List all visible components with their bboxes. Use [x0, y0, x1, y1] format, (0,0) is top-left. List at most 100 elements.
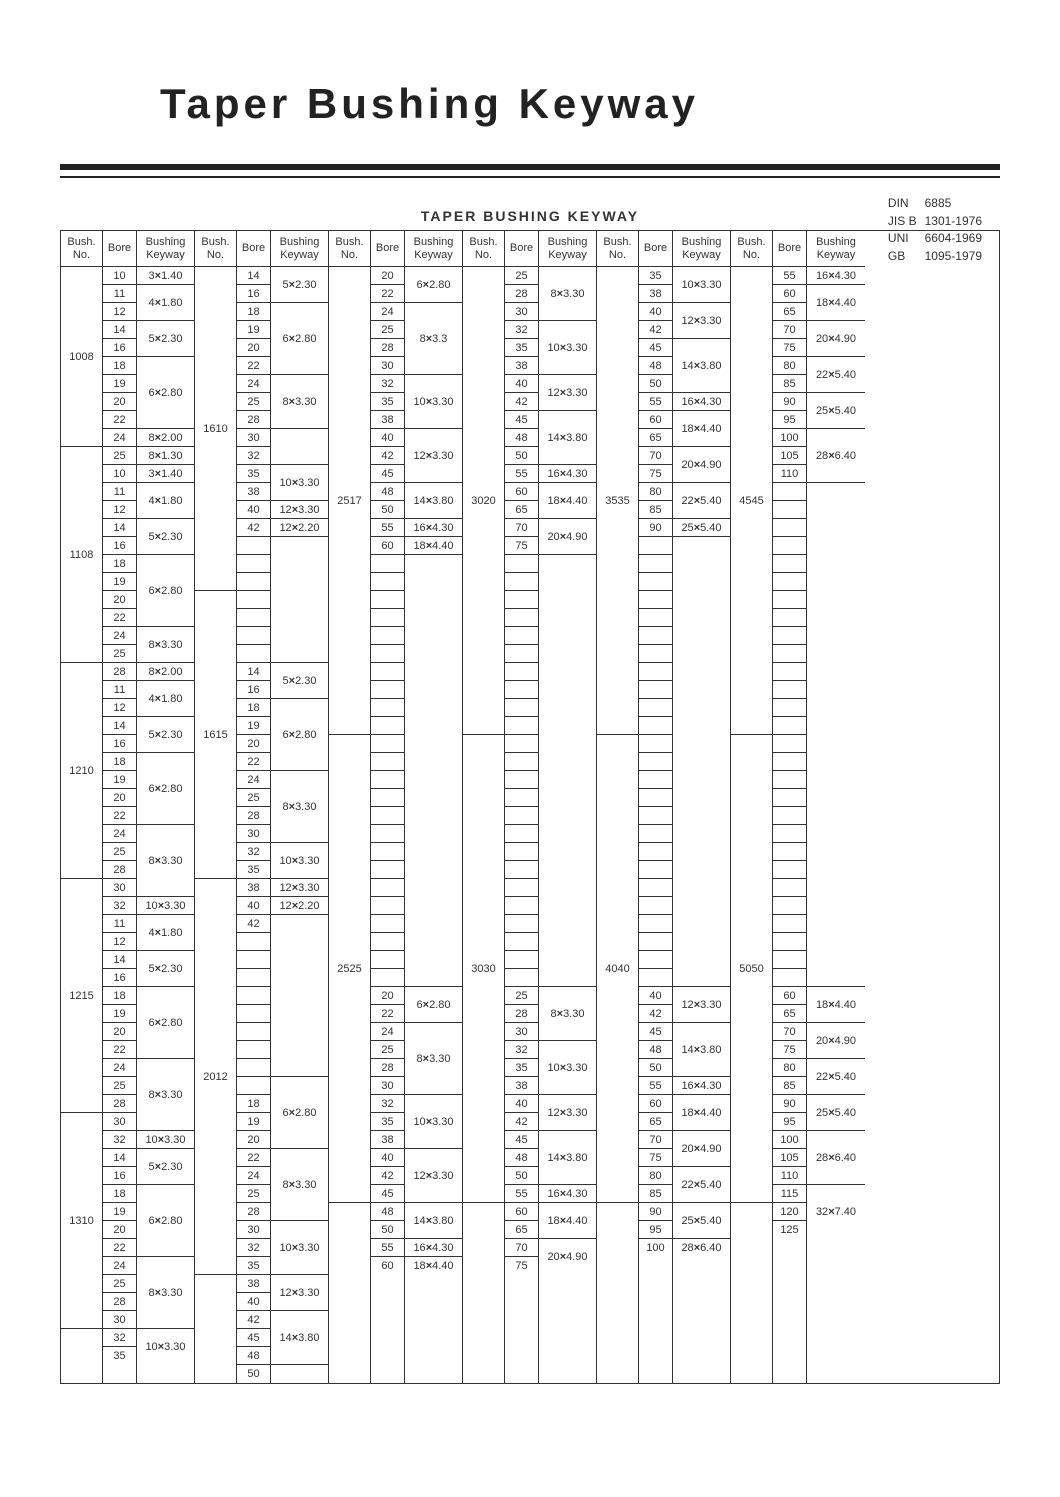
bore-value — [505, 663, 538, 681]
keyway-value: 3×1.40 — [137, 465, 194, 483]
bore-value — [237, 609, 270, 627]
std-name: JIS B — [888, 214, 923, 230]
keyway-value: 20×4.90 — [807, 1023, 865, 1059]
bore-value: 40 — [371, 1149, 404, 1167]
bore-value — [773, 969, 806, 987]
bore-value: 14 — [103, 951, 136, 969]
keyway-value: 20×4.90 — [807, 321, 865, 357]
bore-value — [773, 555, 806, 573]
header-bush: Bush.No. — [463, 231, 504, 267]
bore-value: 16 — [103, 735, 136, 753]
keyway-value: 10×3.30 — [271, 1221, 328, 1275]
keyway-value: 10×3.30 — [405, 1095, 462, 1149]
bore-value: 35 — [639, 267, 672, 285]
bore-value: 65 — [773, 303, 806, 321]
keyway-value: 18×4.40 — [673, 411, 730, 447]
bore-value: 25 — [103, 645, 136, 663]
bore-value: 60 — [371, 1257, 404, 1275]
bore-value: 24 — [237, 1167, 270, 1185]
bore-value: 48 — [371, 1203, 404, 1221]
bore-value: 32 — [103, 897, 136, 915]
std-num: 1301-1976 — [925, 214, 988, 230]
bore-value — [773, 573, 806, 591]
bore-value: 40 — [505, 375, 538, 393]
bush-no: 4040 — [597, 735, 638, 1203]
bore-value: 12 — [103, 933, 136, 951]
bore-value — [505, 915, 538, 933]
keyway-value: 16×4.30 — [673, 393, 730, 411]
std-num: 6885 — [925, 196, 988, 212]
bore-value — [773, 717, 806, 735]
bore-value — [639, 897, 672, 915]
bore-value: 40 — [237, 897, 270, 915]
bore-value — [505, 789, 538, 807]
keyway-value: 5×2.30 — [137, 951, 194, 987]
header-bore: Bore — [773, 231, 806, 267]
bore-value — [639, 969, 672, 987]
bore-value: 75 — [773, 1041, 806, 1059]
bore-value: 12 — [103, 501, 136, 519]
bore-value — [639, 807, 672, 825]
keyway-value: 14×3.80 — [539, 411, 596, 465]
bore-value — [773, 753, 806, 771]
bore-value: 24 — [237, 375, 270, 393]
bore-value: 42 — [237, 915, 270, 933]
keyway-value: 12×3.30 — [539, 375, 596, 411]
bore-value — [639, 789, 672, 807]
bore-value: 70 — [773, 1023, 806, 1041]
bore-value: 22 — [237, 753, 270, 771]
bore-value: 42 — [639, 321, 672, 339]
bore-value: 60 — [505, 1203, 538, 1221]
rule-thick — [60, 164, 1000, 170]
keyway-value: 14×3.80 — [673, 339, 730, 393]
bore-value: 48 — [639, 357, 672, 375]
bore-value — [639, 879, 672, 897]
bore-value: 32 — [371, 375, 404, 393]
bore-value: 20 — [371, 987, 404, 1005]
bore-value: 32 — [505, 1041, 538, 1059]
bore-value — [639, 861, 672, 879]
keyway-value: 8×2.00 — [137, 429, 194, 447]
bush-no: 1310 — [61, 1113, 102, 1329]
bore-value: 28 — [505, 285, 538, 303]
bush-no: 1610 — [195, 267, 236, 591]
bore-value: 24 — [103, 1257, 136, 1275]
bore-value: 20 — [103, 393, 136, 411]
bore-value — [371, 555, 404, 573]
keyway-value: 28×6.40 — [807, 1131, 865, 1185]
keyway-value: 12×2.20 — [271, 897, 328, 915]
bore-value: 115 — [773, 1185, 806, 1203]
bore-value: 11 — [103, 681, 136, 699]
bore-value: 95 — [639, 1221, 672, 1239]
bore-value: 45 — [505, 1131, 538, 1149]
bore-value: 20 — [103, 591, 136, 609]
bore-value: 80 — [773, 1059, 806, 1077]
bore-value — [505, 879, 538, 897]
bore-value: 22 — [103, 1041, 136, 1059]
bore-value: 90 — [639, 1203, 672, 1221]
keyway-value: 10×3.30 — [137, 1131, 194, 1149]
bore-value: 19 — [237, 717, 270, 735]
keyway-value: 8×3.30 — [405, 1023, 462, 1095]
keyway-value: 8×3.30 — [271, 1149, 328, 1221]
keyway-value: 8×1.30 — [137, 447, 194, 465]
bore-value: 80 — [639, 1167, 672, 1185]
header-bush: Bush.No. — [195, 231, 236, 267]
bore-value — [237, 969, 270, 987]
bore-value: 38 — [639, 285, 672, 303]
bore-value: 70 — [773, 321, 806, 339]
bore-value: 45 — [639, 1023, 672, 1041]
bore-value: 38 — [237, 879, 270, 897]
keyway-value: 32×7.40 — [807, 1185, 865, 1239]
bush-no: 1210 — [61, 663, 102, 879]
keyway-value: 3×1.40 — [137, 267, 194, 285]
bore-value: 22 — [237, 1149, 270, 1167]
bore-value — [237, 933, 270, 951]
bore-value: 28 — [237, 807, 270, 825]
bore-value — [639, 771, 672, 789]
bore-value: 12 — [103, 303, 136, 321]
bore-value — [237, 591, 270, 609]
bore-value — [773, 825, 806, 843]
bore-value: 32 — [237, 843, 270, 861]
bore-value: 50 — [371, 501, 404, 519]
